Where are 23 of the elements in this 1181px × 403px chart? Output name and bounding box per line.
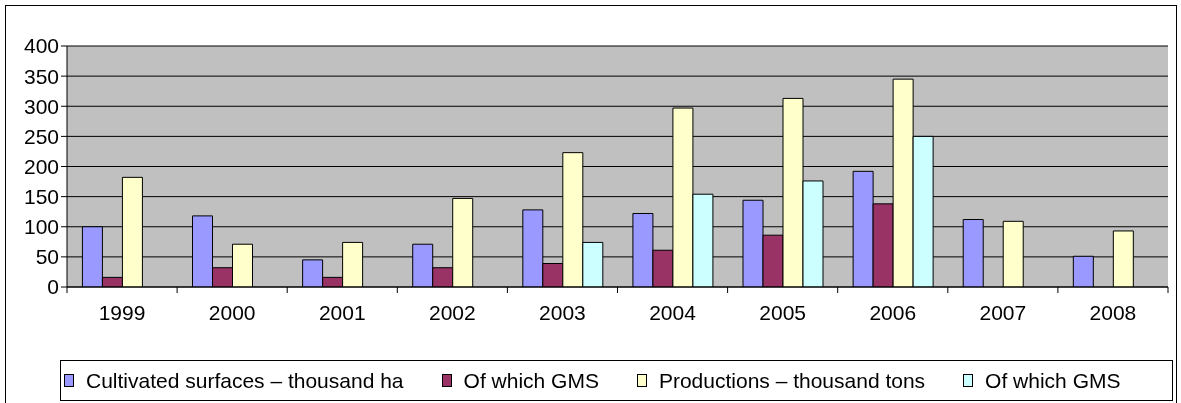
x-tick-label: 2007: [979, 300, 1027, 324]
y-tick-label: 150: [23, 185, 59, 209]
y-tick-label: 250: [23, 124, 59, 148]
x-tick-label: 2006: [869, 300, 917, 324]
legend-label: Of which GMS: [985, 368, 1121, 393]
y-tick-label: 50: [35, 245, 59, 269]
legend-label: Of which GMS: [463, 368, 599, 393]
x-tick-label: 1999: [98, 300, 146, 324]
legend-label: Cultivated surfaces – thousand ha: [86, 368, 404, 393]
y-tick-label: 200: [23, 154, 59, 178]
x-tick-label: 2002: [428, 300, 476, 324]
y-tick-label: 100: [23, 215, 59, 239]
y-tick-label: 400: [23, 34, 59, 58]
x-tick-label: 2008: [1089, 300, 1137, 324]
legend-label: Productions – thousand tons: [658, 368, 926, 393]
x-tick-label: 2000: [208, 300, 256, 324]
x-tick-label: 2001: [318, 300, 366, 324]
x-tick-label: 2003: [539, 300, 586, 324]
y-tick-label: 350: [23, 64, 59, 88]
x-tick-label: 2004: [649, 300, 697, 324]
x-tick-label: 2005: [759, 300, 807, 324]
y-tick-label: 300: [23, 94, 59, 118]
y-tick-label: 0: [47, 275, 59, 299]
